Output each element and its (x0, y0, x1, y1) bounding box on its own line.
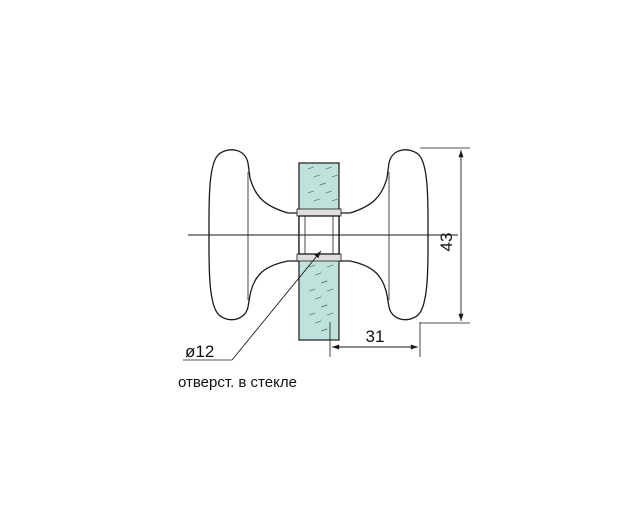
glass-hatch-mark (321, 328, 328, 332)
glass-panel-lower (298, 254, 340, 341)
glass-hatch-mark (315, 296, 322, 300)
glass-hatch-mark (331, 198, 338, 202)
hole-diameter-leader: ø12 (183, 250, 322, 361)
glass-panel-upper (298, 162, 340, 216)
glass-hatch-mark (327, 288, 334, 292)
depth-dimension: 31 (329, 322, 421, 357)
glass-hatch-mark (327, 264, 334, 268)
glass-hatch-mark (315, 272, 322, 276)
hole-note-text: отверст. в стекле (178, 374, 297, 391)
gasket-lower (296, 253, 342, 262)
glass-hatch-mark (315, 320, 322, 324)
glass-hatch-mark (325, 190, 332, 194)
gasket-upper (296, 208, 342, 217)
glass-hatch-mark (313, 174, 320, 178)
glass-hatch-mark (325, 166, 332, 170)
glass-hatch-mark (331, 174, 338, 178)
glass-hatch-mark (327, 312, 334, 316)
glass-hatch-mark (307, 166, 314, 170)
hole-diameter-label: ø12 (185, 342, 214, 361)
depth-dimension-label: 31 (366, 327, 385, 346)
glass-hatch-mark (309, 288, 316, 292)
glass-hatch-mark (313, 198, 320, 202)
glass-hatch-mark (307, 190, 314, 194)
glass-hatch-mark (319, 182, 326, 186)
glass-hatch-mark (321, 280, 328, 284)
glass-hatch-mark (309, 264, 316, 268)
height-dimension: 43 (420, 147, 470, 324)
height-dimension-label: 43 (437, 233, 456, 252)
glass-hatch-mark (309, 312, 316, 316)
glass-hatch-mark (321, 304, 328, 308)
